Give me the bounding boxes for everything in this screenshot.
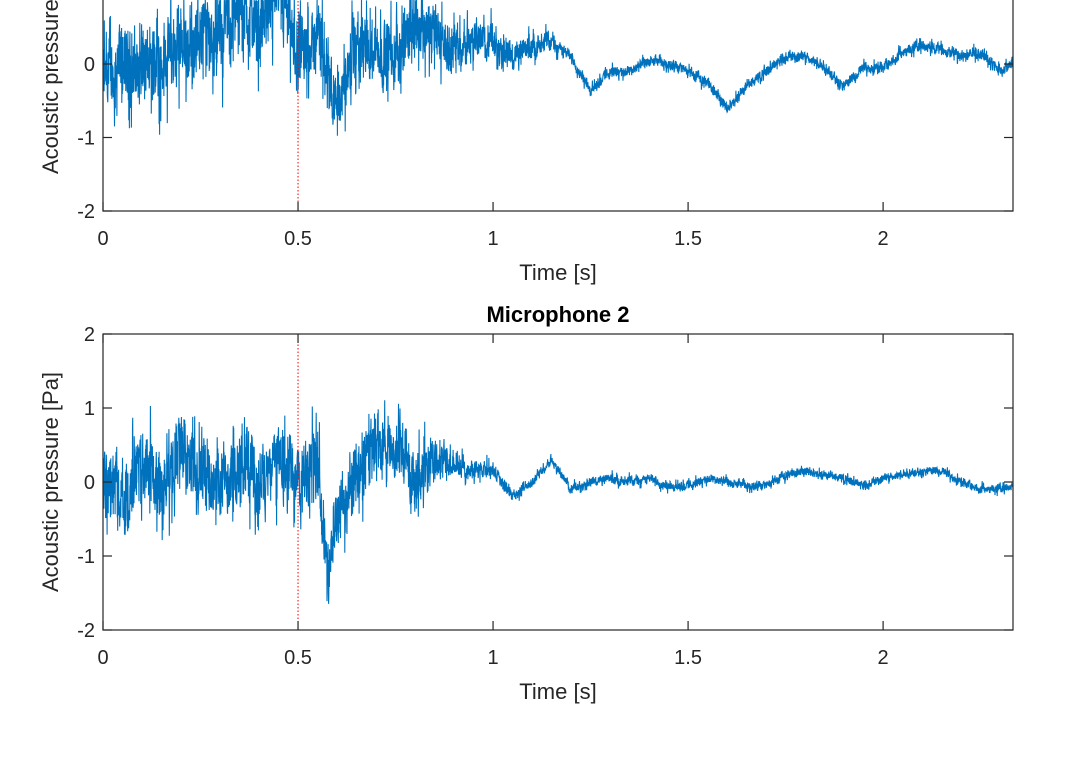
x-tick-label: 1 — [487, 647, 498, 669]
x-tick-label: 2 — [878, 647, 889, 669]
y-tick-label: 0 — [84, 472, 95, 494]
x-axis-label: Time [s] — [519, 260, 596, 285]
y-tick-label: 1 — [84, 0, 95, 3]
x-axis-label: Time [s] — [519, 679, 596, 704]
x-tick-label: 0.5 — [284, 647, 312, 669]
y-tick-label: 0 — [84, 54, 95, 76]
x-tick-label: 1.5 — [674, 647, 702, 669]
x-tick-label: 0.5 — [284, 228, 312, 250]
series-line-2 — [103, 400, 1013, 604]
chart-2: 0 0.5 1 1.5 2 -2 -1 0 1 2 Time [s] Acoustic pressur… — [38, 302, 1014, 704]
y-tick-label: -1 — [77, 546, 95, 568]
y-axis-label: Acoustic pressure [Pa] — [38, 372, 63, 592]
x-tick-label: 1.5 — [674, 228, 702, 250]
y-tick-label: -1 — [77, 128, 95, 150]
x-tick-label: 2 — [878, 228, 889, 250]
chart-title: Microphone 2 — [486, 302, 629, 327]
y-axis-label: Acoustic pressure [Pa] — [38, 0, 63, 174]
y-tick-label: 2 — [84, 324, 95, 346]
y-tick-label: 1 — [84, 398, 95, 420]
series-line-1 — [103, 0, 1013, 136]
x-tick-label: 0 — [97, 647, 108, 669]
x-tick-label: 0 — [97, 228, 108, 250]
x-tick-label: 1 — [487, 228, 498, 250]
y-tick-label: -2 — [77, 201, 95, 223]
y-tick-label: -2 — [77, 620, 95, 642]
